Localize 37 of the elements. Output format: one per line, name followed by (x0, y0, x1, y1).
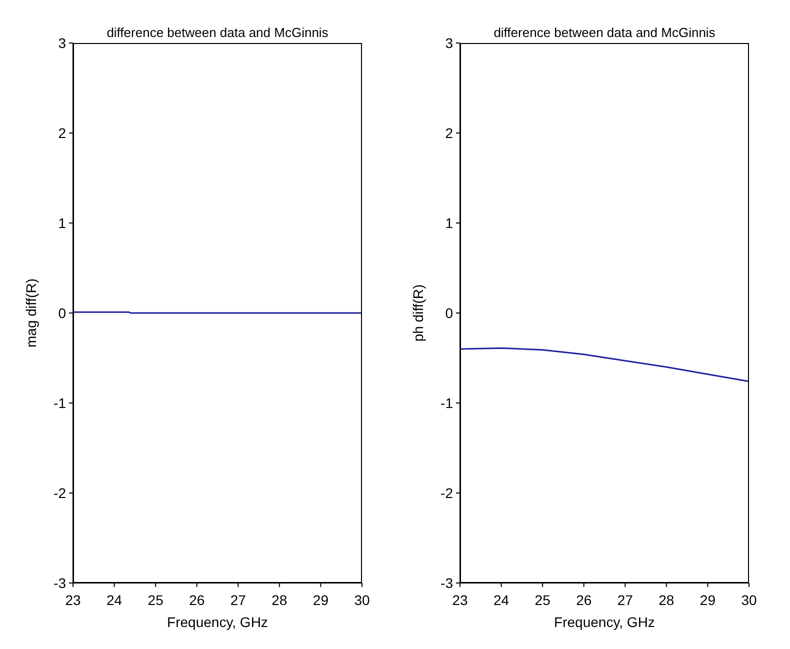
y-tick-label: -3 (440, 574, 454, 591)
y-axis-title: ph diff(R) (410, 284, 426, 342)
chart-title: difference between data and McGinnis (494, 25, 716, 40)
y-tick-label: 3 (445, 34, 454, 51)
x-tick-label: 27 (617, 592, 634, 608)
x-tick-label: 24 (493, 592, 510, 608)
x-tick-label: 25 (148, 592, 164, 608)
x-tick-label: 28 (272, 592, 288, 608)
x-tick-label: 24 (106, 592, 122, 608)
y-tick-label: -1 (54, 394, 66, 411)
y-tick-label: 2 (58, 124, 66, 141)
x-tick-label: 23 (452, 592, 468, 608)
y-tick-label: 3 (58, 34, 66, 51)
y-tick-label: -2 (440, 484, 454, 501)
x-tick-label: 25 (534, 592, 551, 608)
x-tick-label: 28 (658, 592, 674, 608)
y-tick-label: 0 (58, 304, 66, 321)
y-tick-label: 1 (58, 214, 66, 231)
x-tick-label: 30 (741, 592, 757, 608)
x-tick-label: 27 (230, 592, 246, 608)
x-tick-label: 26 (576, 592, 592, 608)
x-tick-label: 30 (354, 592, 370, 608)
x-tick-label: 26 (189, 592, 205, 608)
y-axis-title: mag diff(R) (22, 278, 39, 348)
x-axis-title: Frequency, GHz (554, 614, 655, 630)
y-tick-label: -2 (54, 484, 66, 501)
line-series (460, 347, 749, 382)
x-tick-label: 29 (700, 592, 716, 608)
chart-title: difference between data and McGinnis (106, 25, 328, 40)
x-tick-label: 29 (312, 592, 329, 608)
y-tick-label: 1 (445, 214, 454, 231)
x-tick-label: 23 (65, 592, 81, 608)
x-axis-title: Frequency, GHz (167, 614, 268, 630)
y-tick-label: 2 (445, 124, 454, 141)
y-tick-label: 0 (445, 304, 454, 321)
y-tick-label: -3 (54, 574, 66, 591)
y-tick-label: -1 (440, 394, 454, 411)
